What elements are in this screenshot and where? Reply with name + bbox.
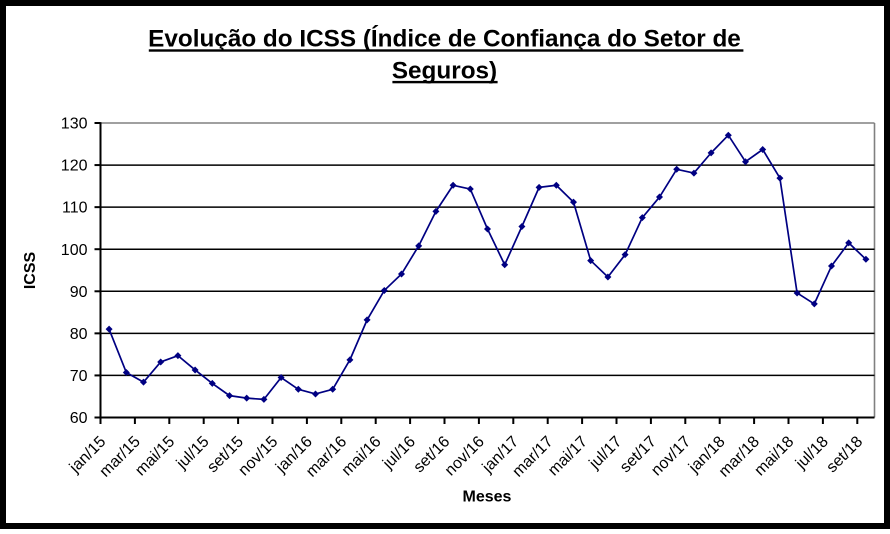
svg-text:Seguros): Seguros) [392,57,497,84]
svg-text:60: 60 [70,410,88,427]
svg-text:90: 90 [70,284,88,301]
svg-text:Meses: Meses [463,489,512,506]
svg-text:Evolução do ICSS (Índice de Co: Evolução do ICSS (Índice de Confiança do… [148,25,741,53]
svg-text:110: 110 [62,200,88,217]
svg-text:70: 70 [70,368,88,385]
svg-text:ICSS: ICSS [22,252,39,290]
svg-text:100: 100 [61,242,88,259]
svg-text:80: 80 [70,326,88,343]
svg-text:120: 120 [61,158,88,175]
svg-text:130: 130 [61,116,88,133]
